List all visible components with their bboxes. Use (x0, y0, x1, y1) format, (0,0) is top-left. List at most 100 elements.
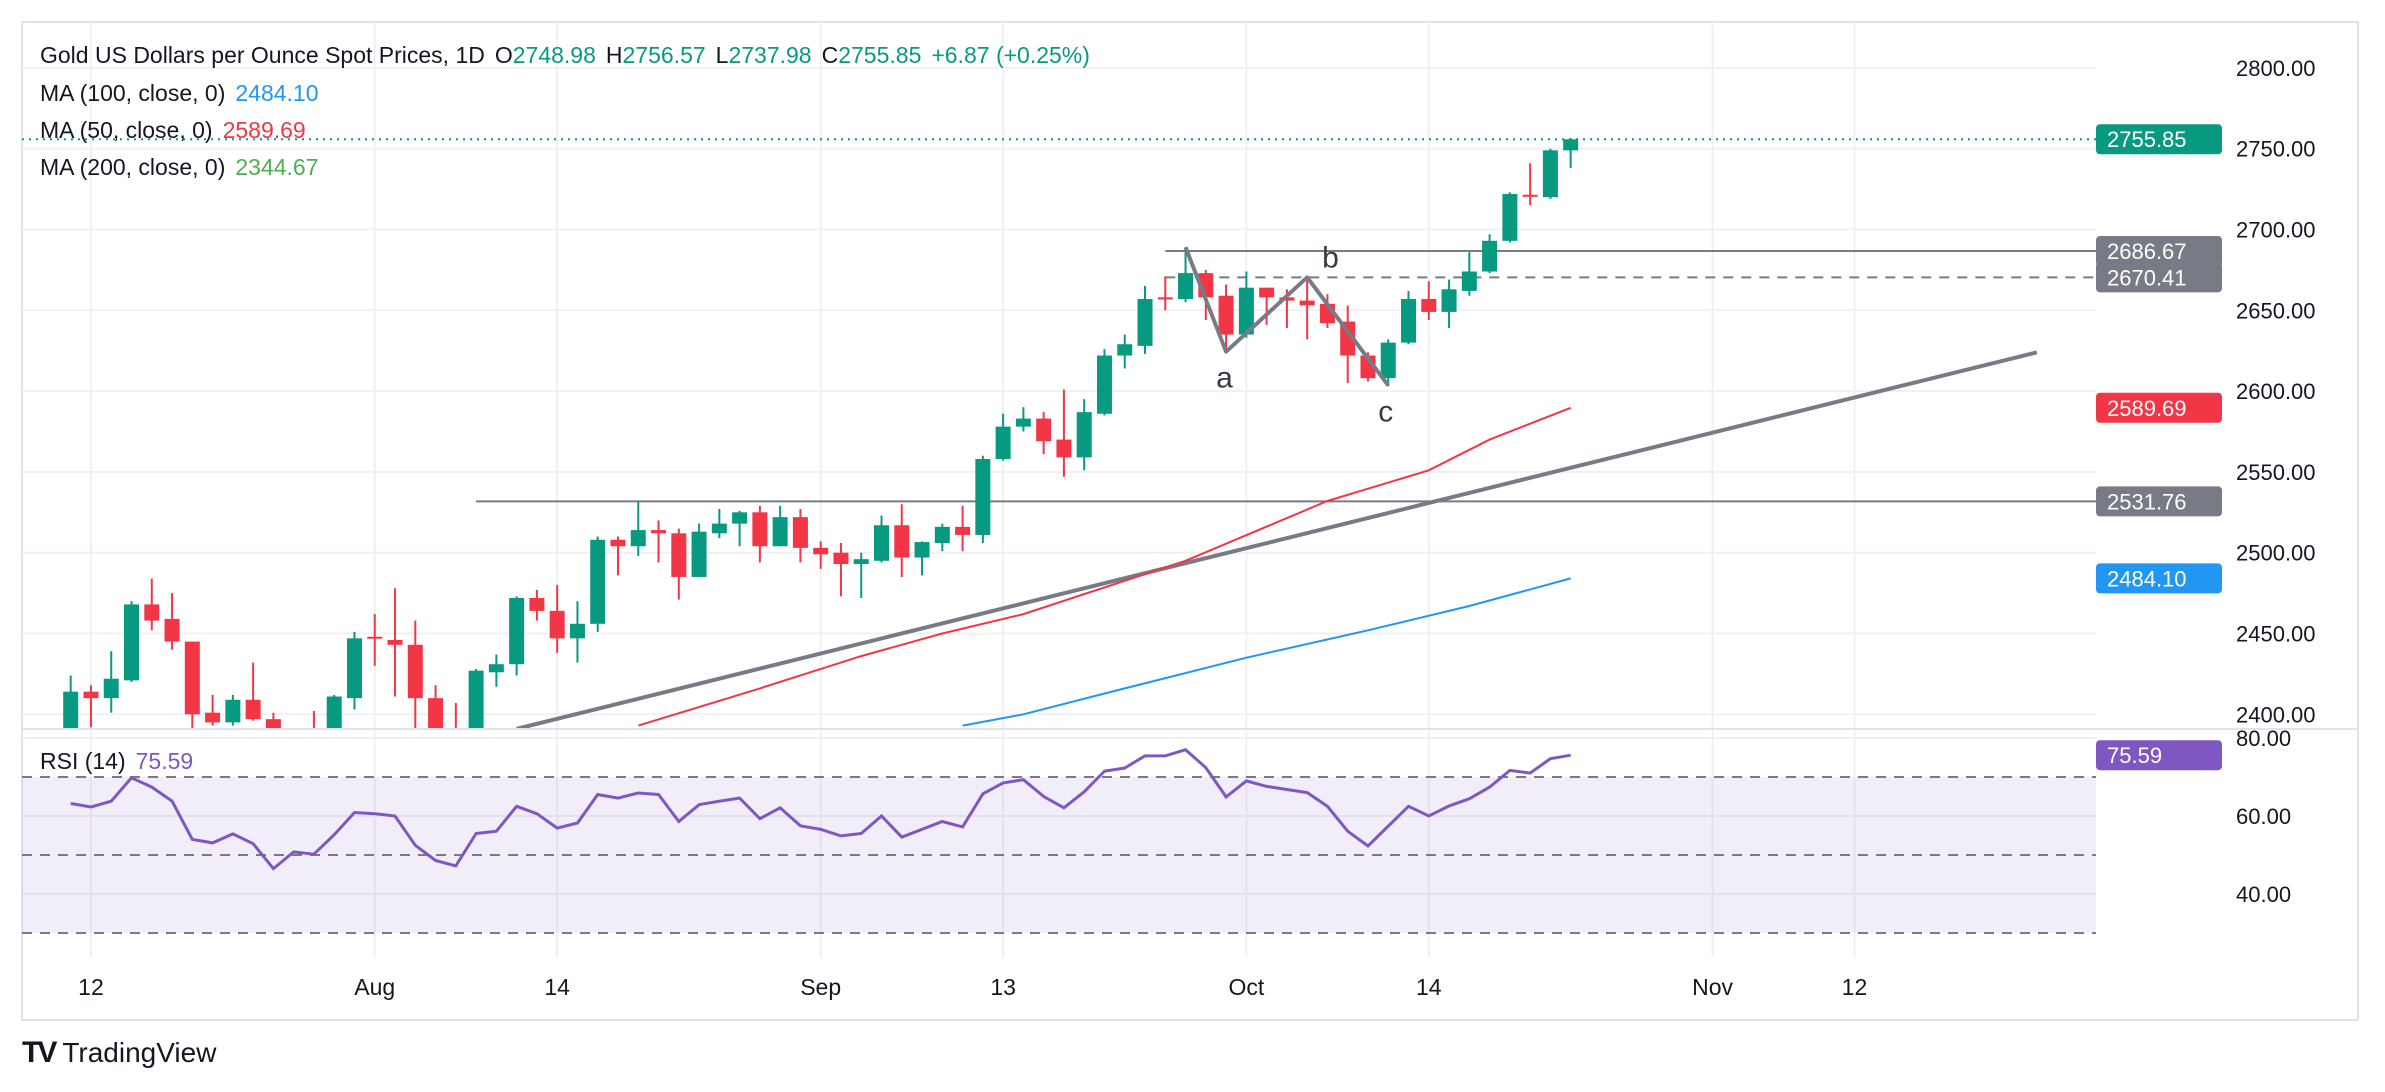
candle-up[interactable] (509, 596, 525, 676)
candle-down[interactable] (1299, 276, 1315, 340)
candle-up[interactable] (711, 509, 727, 539)
ma100-label: MA (100, close, 0) (40, 80, 226, 106)
candle-down[interactable] (1218, 284, 1234, 353)
candle-up[interactable] (488, 654, 504, 687)
candle-up[interactable] (1380, 339, 1396, 387)
candle-up[interactable] (124, 601, 140, 682)
ma100-legend[interactable]: MA (100, close, 0) 2484.10 (40, 80, 319, 107)
candle-down[interactable] (549, 585, 565, 653)
candle-down[interactable] (955, 505, 971, 552)
candle-body (326, 696, 342, 729)
price-label: 2484.10 (2096, 563, 2222, 594)
candle-up[interactable] (590, 536, 606, 632)
candle-down[interactable] (792, 509, 808, 563)
candle-up[interactable] (326, 694, 342, 747)
candle-up[interactable] (1137, 286, 1153, 354)
candle-up[interactable] (772, 505, 788, 547)
candle-up[interactable] (1401, 290, 1417, 345)
candle-up[interactable] (346, 631, 362, 710)
candle-down[interactable] (813, 541, 829, 569)
trendline[interactable] (516, 350, 2038, 729)
candle-up[interactable] (1076, 399, 1092, 471)
candle-up[interactable] (874, 515, 889, 563)
candle-down[interactable] (367, 614, 383, 666)
candle-down[interactable] (651, 520, 667, 563)
candle-down[interactable] (1340, 305, 1356, 384)
price-axis[interactable]: 2400.00 2450.00 2500.00 2550.00 2600.00 2650.… (2096, 56, 2316, 907)
candle-up[interactable] (1441, 279, 1457, 329)
candle-down[interactable] (894, 504, 910, 577)
candle-up[interactable] (1117, 334, 1133, 369)
candle-up[interactable] (1502, 192, 1518, 243)
candle-down[interactable] (610, 536, 626, 576)
candle-down[interactable] (205, 694, 221, 726)
candle-body (732, 512, 748, 524)
candle-up[interactable] (853, 552, 869, 598)
ma50-legend[interactable]: MA (50, close, 0) 2589.69 (40, 117, 306, 144)
time-axis[interactable]: 12 Aug 14 Sep 13 Oct 14 Nov 12 (78, 974, 1867, 1000)
rsi-legend[interactable]: RSI (14) 75.59 (40, 748, 193, 775)
abc-pattern-line[interactable] (1183, 246, 1390, 387)
candle-body (428, 698, 444, 729)
ma200-legend[interactable]: MA (200, close, 0) 2344.67 (40, 154, 319, 181)
candle-down[interactable] (1056, 389, 1072, 477)
price-tick-label: 2650.00 (2236, 298, 2316, 323)
symbol-legend[interactable]: Gold US Dollars per Ounce Spot Prices, 1… (40, 42, 1090, 69)
ma200-value: 2344.67 (235, 154, 319, 180)
candle-down[interactable] (407, 620, 423, 773)
rsi-pane[interactable] (22, 748, 2096, 934)
candle-down[interactable] (752, 505, 768, 563)
candle-up[interactable] (732, 510, 748, 547)
candle-body (995, 426, 1011, 459)
rsi-line[interactable] (70, 748, 1571, 871)
candle-body (83, 691, 99, 699)
candle-down[interactable] (1157, 276, 1173, 311)
candle-body (1542, 150, 1558, 198)
candle-down[interactable] (83, 685, 99, 728)
candle-down[interactable] (833, 543, 849, 597)
candle-down[interactable] (1259, 287, 1275, 325)
candle-up[interactable] (630, 500, 646, 556)
candle-down[interactable] (529, 589, 545, 621)
candle-down[interactable] (387, 588, 403, 697)
price-label-box (2096, 563, 2222, 594)
candle-up[interactable] (1015, 407, 1031, 432)
candle-body (651, 530, 667, 534)
candle-down[interactable] (1036, 412, 1052, 455)
candle-down[interactable] (428, 685, 444, 746)
candle-up[interactable] (1563, 138, 1579, 169)
candle-up[interactable] (934, 523, 950, 552)
candle-down[interactable] (164, 593, 180, 650)
candle-up[interactable] (468, 669, 484, 750)
candle-up[interactable] (1542, 148, 1558, 199)
candle-body (529, 597, 545, 611)
candle-up[interactable] (995, 413, 1011, 461)
candle-down[interactable] (265, 712, 281, 771)
candle-body (853, 559, 869, 565)
candle-up[interactable] (103, 651, 119, 713)
candle-up[interactable] (914, 541, 930, 576)
candle-down[interactable] (184, 641, 200, 731)
candle-up[interactable] (225, 694, 241, 726)
candle-up[interactable] (1238, 271, 1254, 338)
candle-up[interactable] (975, 455, 991, 544)
tradingview-logo[interactable]: TV TradingView (22, 1036, 216, 1070)
price-pane[interactable]: a b c (22, 138, 2096, 772)
candle-up[interactable] (1482, 234, 1498, 274)
candle-up[interactable] (1096, 349, 1112, 416)
candle-down[interactable] (144, 578, 160, 631)
candle-down[interactable] (671, 528, 687, 600)
candle-body (63, 691, 79, 729)
candle-up[interactable] (1178, 247, 1194, 303)
open-value: 2748.98 (512, 42, 596, 68)
candle-up[interactable] (691, 523, 707, 577)
candle-down[interactable] (448, 702, 463, 750)
candle-up[interactable] (569, 601, 585, 663)
candle-down[interactable] (1421, 281, 1437, 320)
candle-body (1076, 412, 1092, 458)
candle-down[interactable] (245, 662, 261, 721)
price-tick-label: 2400.00 (2236, 702, 2316, 727)
candle-down[interactable] (1522, 163, 1538, 206)
candle-up[interactable] (1461, 252, 1477, 296)
